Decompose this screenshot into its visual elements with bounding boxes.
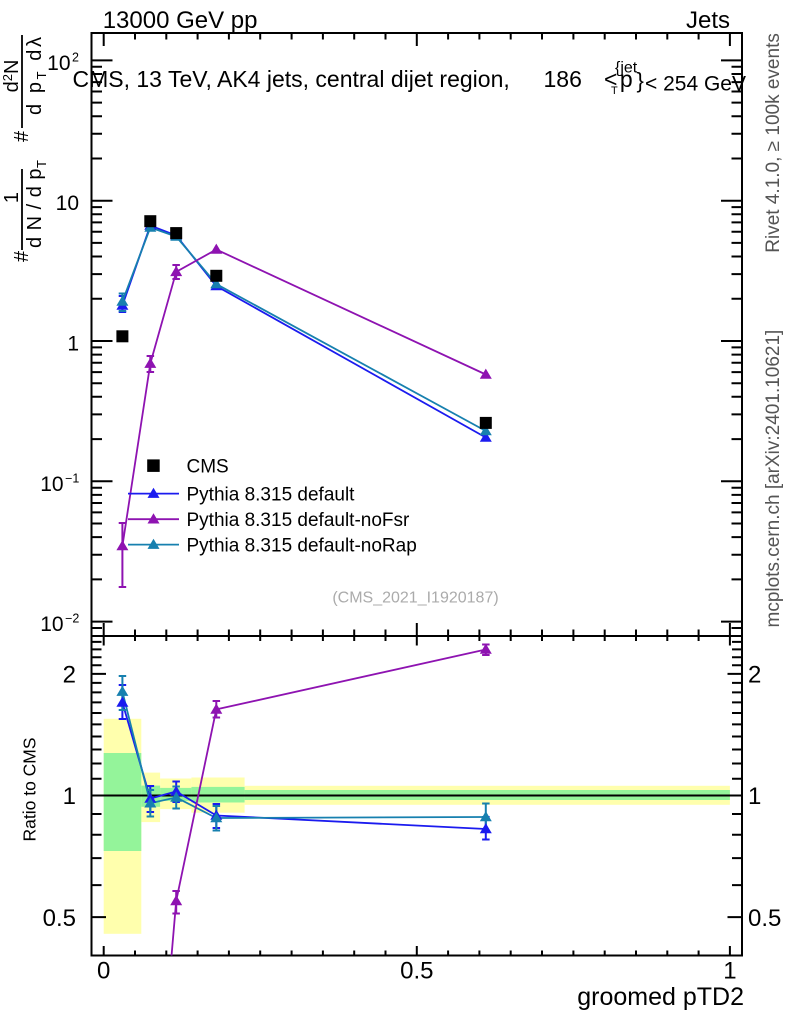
svg-text:Pythia 8.315 default: Pythia 8.315 default: [187, 485, 356, 506]
svg-text:< 254 GeV: < 254 GeV: [645, 73, 746, 96]
svg-text:10: 10: [47, 52, 70, 75]
svg-text:d2N: d2N: [0, 60, 23, 93]
svg-text:2: 2: [748, 662, 761, 689]
svg-text:Jets: Jets: [686, 7, 730, 34]
svg-text:−2: −2: [65, 612, 79, 626]
svg-text:186: 186: [544, 66, 582, 92]
svg-text:CMS: CMS: [187, 457, 229, 478]
svg-text:1: 1: [1, 192, 23, 203]
svg-text:10: 10: [40, 613, 63, 636]
svg-text:0: 0: [97, 957, 110, 984]
svg-text:<p: <p: [604, 66, 635, 92]
svg-text:#: #: [11, 130, 33, 142]
svg-text:d N / d pT: d N / d pT: [24, 160, 49, 248]
svg-text:{jet: {jet: [615, 60, 638, 77]
svg-text:CMS, 13 TeV, AK4 jets, central: CMS, 13 TeV, AK4 jets, central dijet reg…: [73, 66, 510, 92]
svg-text:0.5: 0.5: [748, 905, 781, 932]
svg-text:#: #: [11, 250, 33, 262]
svg-text:10: 10: [56, 192, 79, 215]
svg-text:(CMS_2021_I1920187): (CMS_2021_I1920187): [332, 590, 498, 607]
svg-text:Pythia 8.315 default-noRap: Pythia 8.315 default-noRap: [187, 536, 417, 557]
svg-text:−1: −1: [65, 471, 79, 485]
svg-text:13000 GeV pp: 13000 GeV pp: [103, 7, 258, 34]
svg-text:1: 1: [748, 783, 761, 810]
svg-text:1: 1: [723, 957, 736, 984]
svg-text:Rivet 4.1.0, ≥ 100k events: Rivet 4.1.0, ≥ 100k events: [763, 33, 784, 253]
svg-text:1: 1: [67, 333, 79, 356]
svg-text:10: 10: [40, 473, 63, 496]
svg-text:mcplots.cern.ch [arXiv:2401.10: mcplots.cern.ch [arXiv:2401.10621]: [763, 330, 784, 628]
svg-text:1: 1: [63, 783, 76, 810]
svg-text:0.5: 0.5: [43, 905, 76, 932]
svg-text:groomed pTD2: groomed pTD2: [577, 983, 744, 1011]
svg-text:Ratio to CMS: Ratio to CMS: [20, 737, 40, 841]
svg-text:2: 2: [72, 50, 79, 64]
svg-text:2: 2: [63, 662, 76, 689]
svg-text:T: T: [611, 85, 618, 97]
svg-text:0.5: 0.5: [400, 957, 433, 984]
svg-text:}: }: [637, 68, 644, 93]
svg-text:Pythia 8.315 default-noFsr: Pythia 8.315 default-noFsr: [187, 510, 411, 531]
